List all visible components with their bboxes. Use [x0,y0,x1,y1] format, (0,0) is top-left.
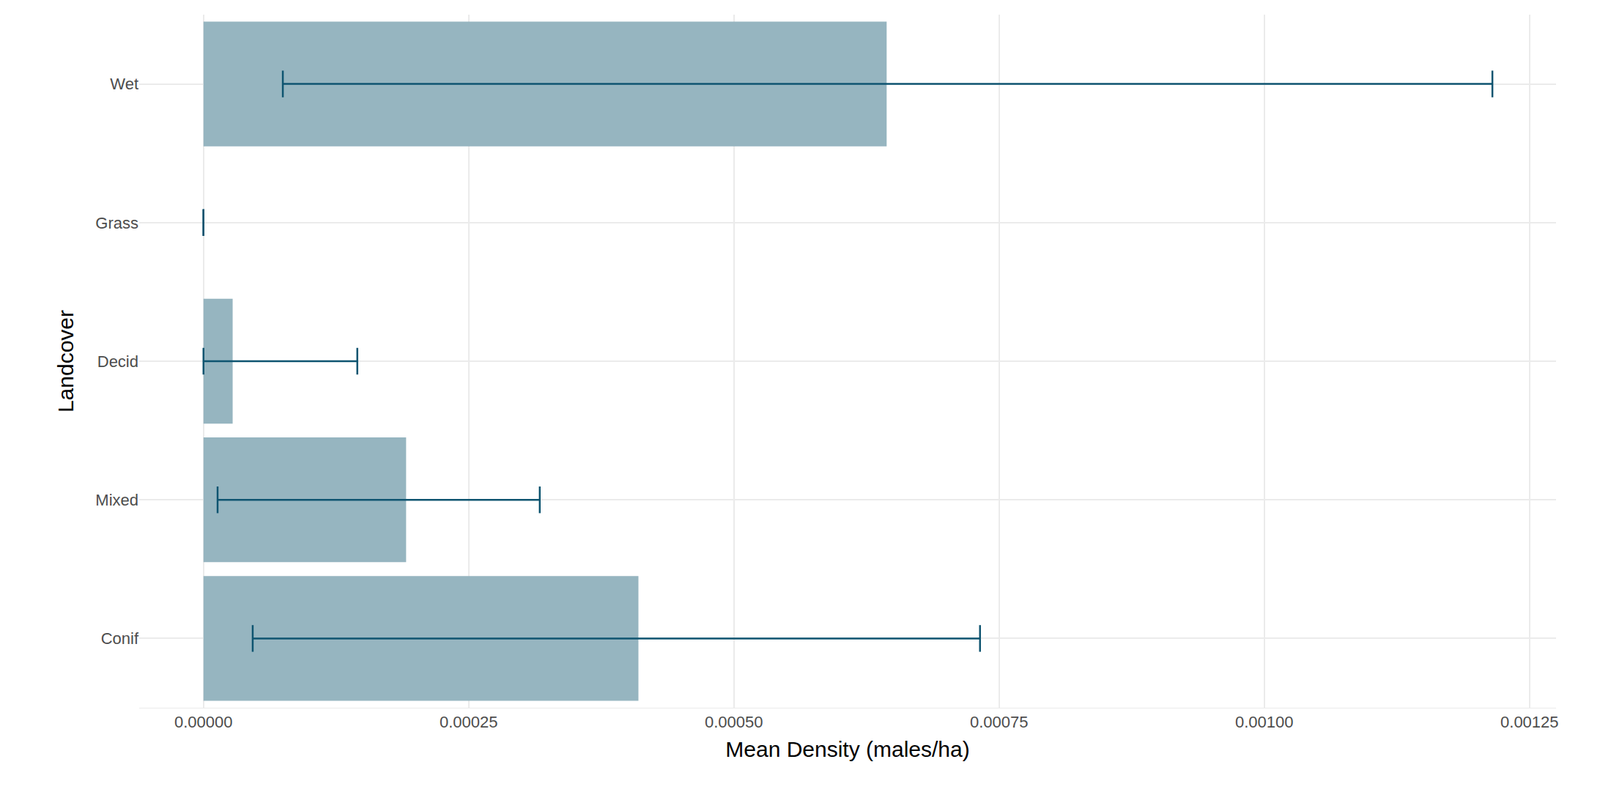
svg-text:Conif: Conif [101,629,140,648]
svg-text:Decid: Decid [97,352,139,371]
svg-text:0.00125: 0.00125 [1500,712,1559,732]
svg-text:Mixed: Mixed [95,490,139,510]
svg-text:0.00000: 0.00000 [174,712,233,732]
svg-text:Mean Density (males/ha): Mean Density (males/ha) [725,736,970,762]
svg-text:Wet: Wet [109,74,139,94]
svg-text:0.00075: 0.00075 [969,712,1029,732]
svg-text:0.00025: 0.00025 [439,712,499,732]
svg-text:0.00050: 0.00050 [704,712,764,732]
svg-text:0.00100: 0.00100 [1235,712,1294,732]
svg-text:Grass: Grass [95,213,139,233]
svg-text:Landcover: Landcover [53,309,78,413]
